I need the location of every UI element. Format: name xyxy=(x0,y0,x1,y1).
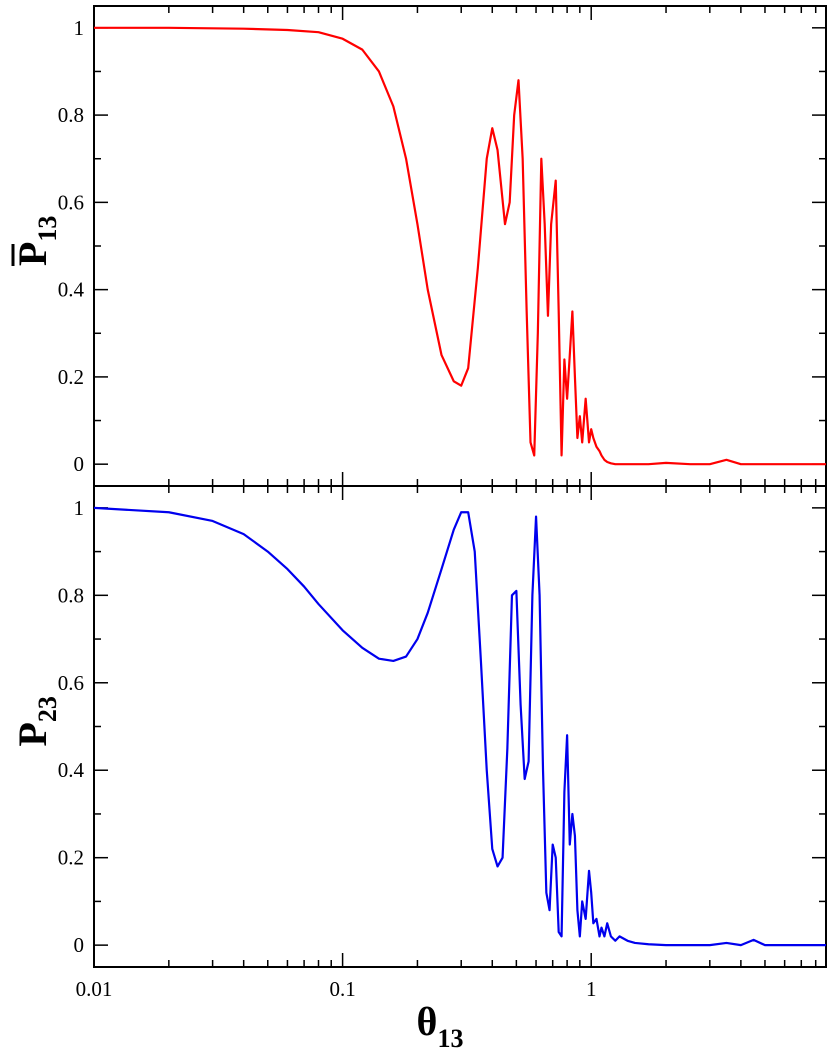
y-tick-label: 0 xyxy=(74,452,85,476)
y-axis-title: P13 xyxy=(10,216,62,266)
y-tick-label: 0.4 xyxy=(58,278,85,302)
bottom-panel: 0 0.2 0.4 0.6 0.8 1 0.01 0.1 1 P23 θ13 xyxy=(10,485,827,1053)
y-tick-label: 0.8 xyxy=(58,583,84,607)
plot-frame xyxy=(93,5,827,487)
x-axis-title-sub: 13 xyxy=(437,1024,463,1053)
series-line-0 xyxy=(94,26,826,466)
top-panel: 0 0.2 0.4 0.6 0.8 1 P13 xyxy=(10,5,827,487)
y-tick-label: 1 xyxy=(74,16,85,40)
x-tick-label: 1 xyxy=(586,977,597,1001)
y-axis-title-main: P xyxy=(10,242,55,266)
x-tick-label: 0.01 xyxy=(76,977,113,1001)
y-tick-label: 1 xyxy=(74,496,85,520)
y-tick-label: 0.8 xyxy=(58,103,84,127)
y-tick-label: 0.6 xyxy=(58,671,84,695)
plot-frame xyxy=(93,485,827,968)
y-tick-label: 0 xyxy=(74,933,85,957)
x-axis-title: θ13 xyxy=(417,999,464,1053)
y-axis-title: P23 xyxy=(10,696,62,746)
y-tick-label: 0.2 xyxy=(58,846,84,870)
y-tick-label: 0.2 xyxy=(58,365,84,389)
y-tick-label: 0.4 xyxy=(58,758,85,782)
series-line-0 xyxy=(93,506,826,947)
y-axis-title-main: P xyxy=(10,722,55,746)
x-tick-label: 0.1 xyxy=(329,977,355,1001)
y-axis-title-sub: 13 xyxy=(33,216,62,242)
y-axis-title-sub: 23 xyxy=(33,696,62,722)
y-tick-label: 0.6 xyxy=(58,190,84,214)
x-axis-title-main: θ xyxy=(417,999,438,1044)
